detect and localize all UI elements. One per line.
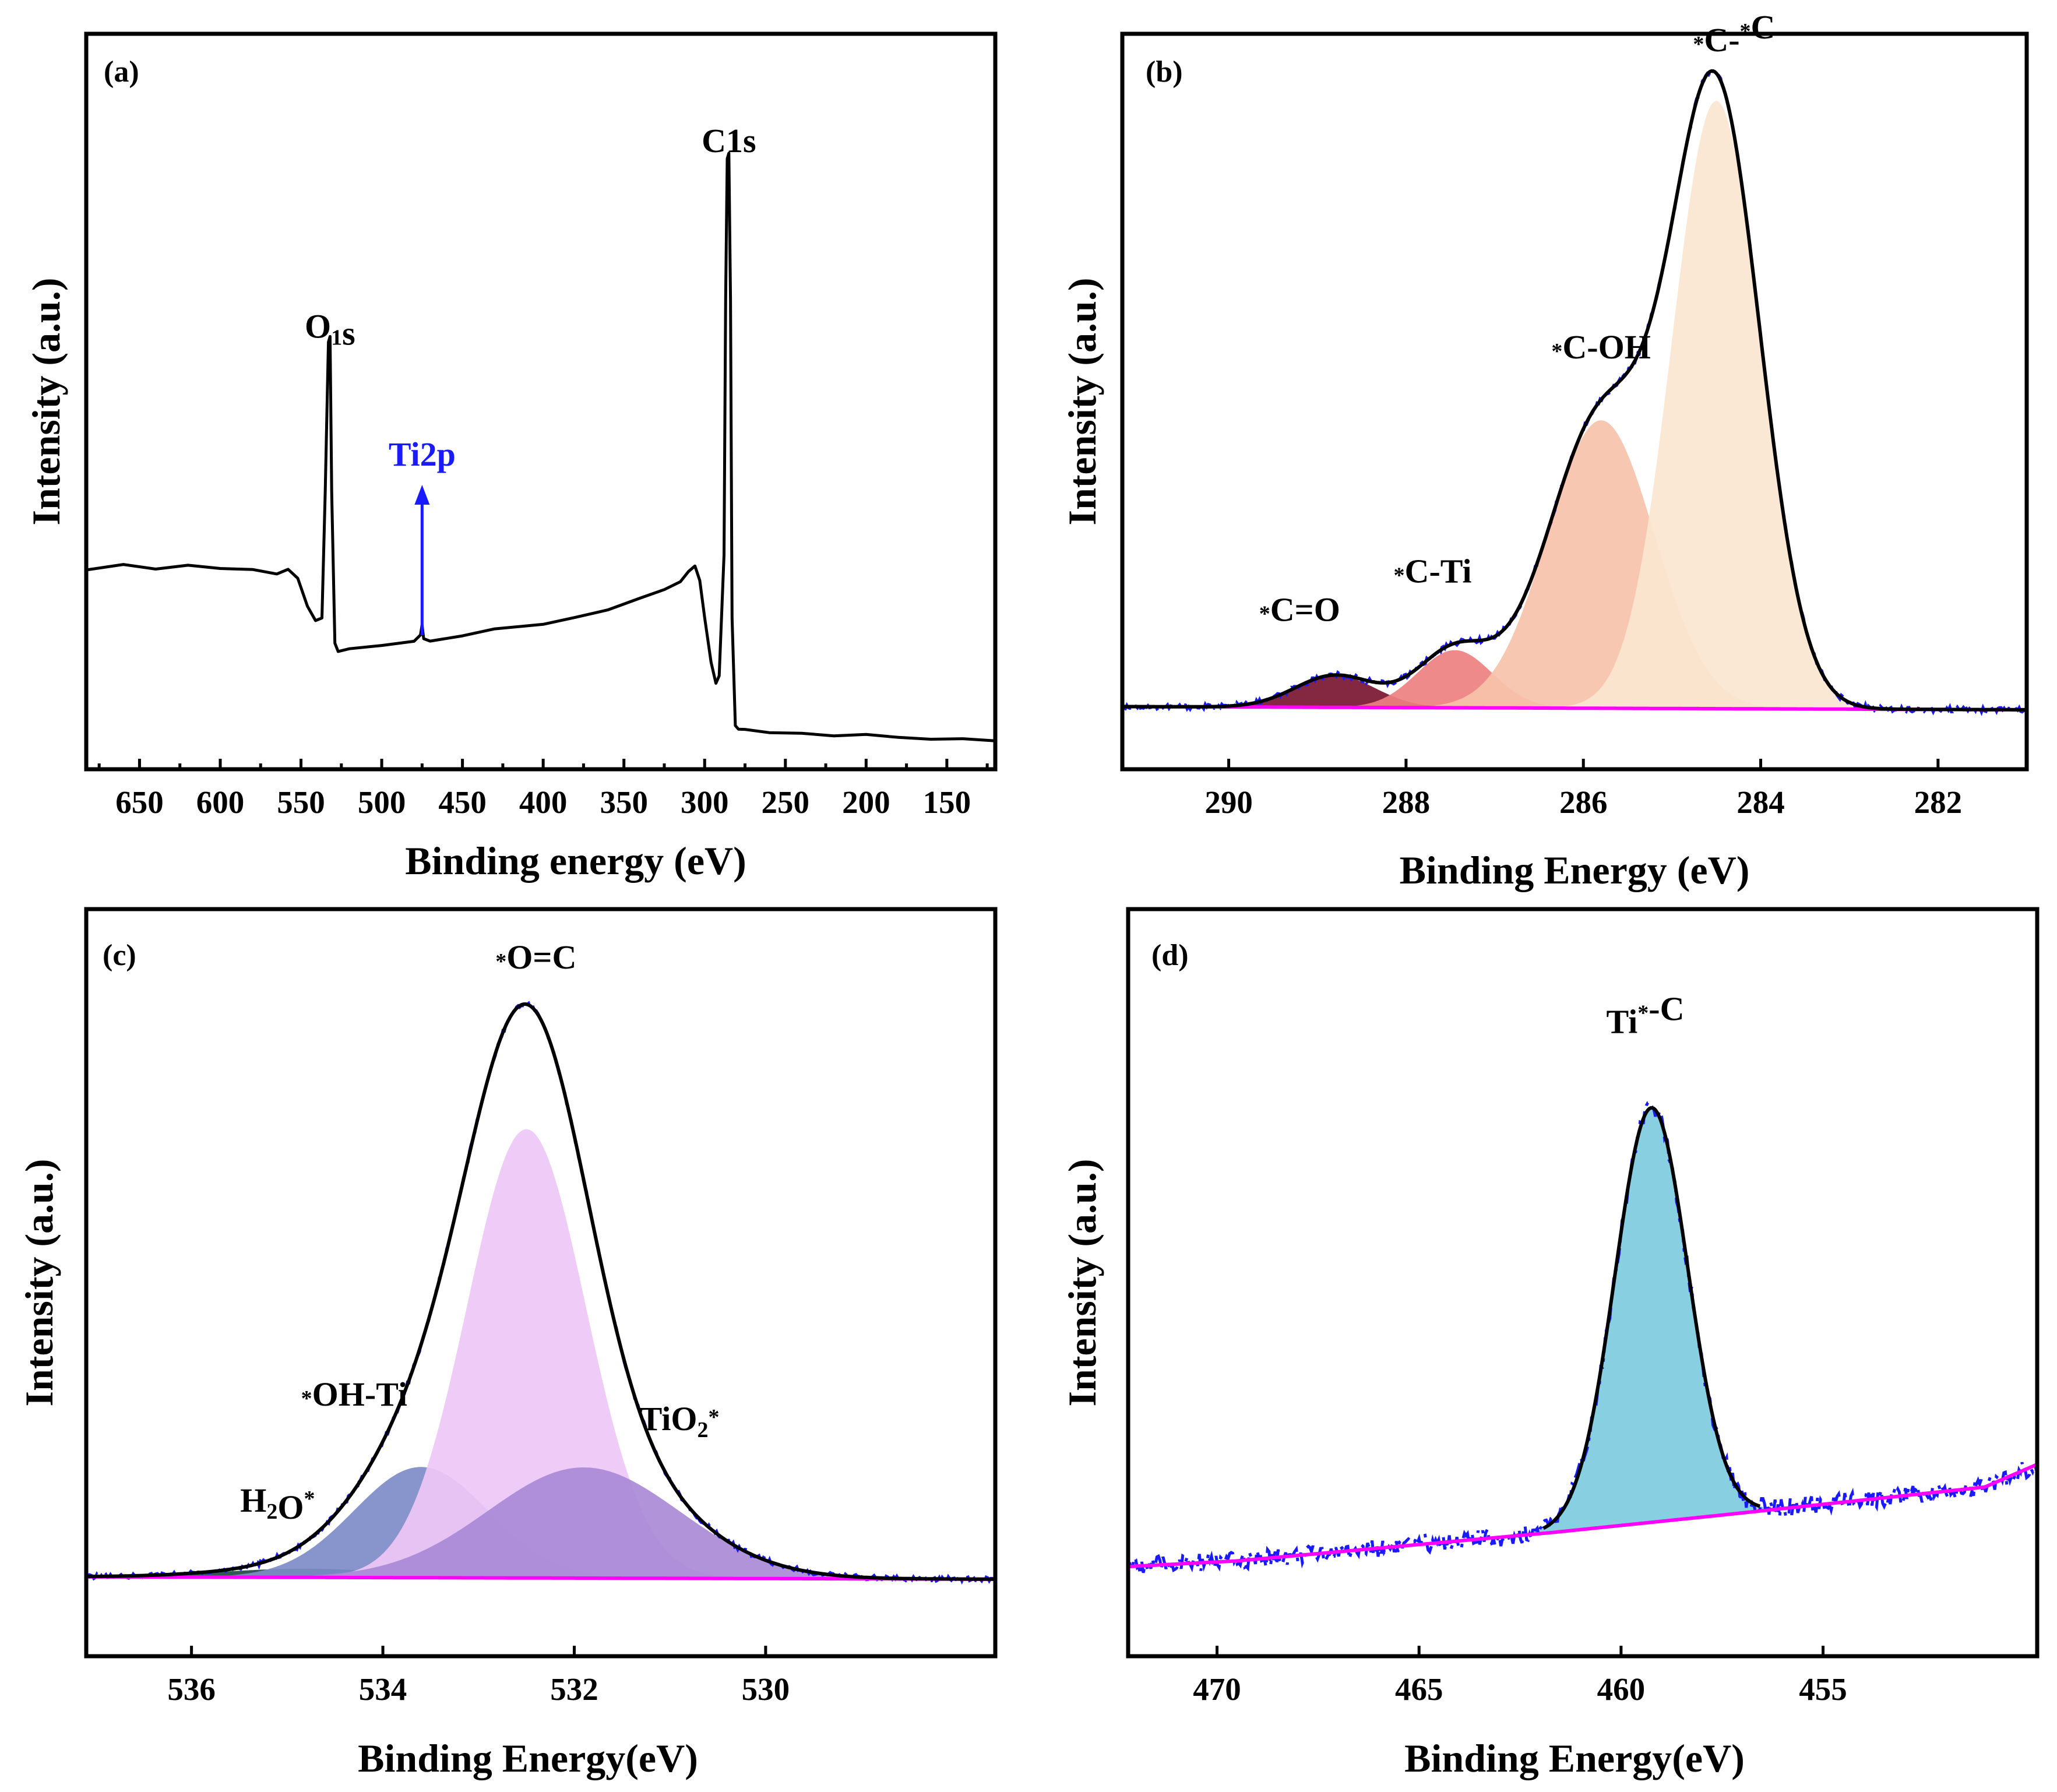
fit-envelope-line [1122,69,2027,712]
panel-c-y-axis-label: Intensity (a.u.) [17,1159,61,1406]
x-tick-label: 530 [742,1671,790,1707]
panel-a-y-axis-label: Intensity (a.u.) [24,277,68,525]
panel-b-y-axis-label: Intensity (a.u.) [1060,277,1104,525]
x-tick-label: 532 [550,1671,598,1707]
peak-annotation: *OH-Ti [301,1375,407,1413]
panel-a: 650 600 550 500 450 400 350 300 250 200 150 (a) Bi… [24,31,998,883]
fit-envelope-line [1542,1106,1761,1530]
peak-annotation: *C-OH [1551,328,1650,366]
peak-annotation: Ti*-C [1606,990,1684,1040]
peak-component-3 [1122,420,2027,710]
x-tick-label: 282 [1914,784,1963,820]
peak-annotation: *C=O [1259,590,1340,628]
peak-annotation: *O=C [495,938,576,976]
panel-a-x-axis-label: Binding energy (eV) [405,839,746,883]
panel-a-label: (a) [104,55,139,89]
x-tick-label: 536 [167,1671,216,1707]
panel-d-plot [1128,1100,2037,1575]
panel-d-ticks: 470 465 460 455 [1193,1646,1847,1707]
panel-b-annotations: *C=O *C-Ti *C-OH *C-*C [1259,8,1776,628]
panel-d-annotations: Ti*-C [1606,990,1684,1040]
peak-annotation: *C-Ti [1394,552,1472,590]
peak-annotation: *C-*C [1693,8,1775,59]
x-tick-label: 200 [842,784,890,820]
x-tick-label: 550 [277,784,325,820]
panel-b-plot [1122,65,2027,716]
panel-b-x-axis-label: Binding Energy (eV) [1400,848,1750,892]
x-tick-label: 150 [923,784,971,820]
peak-component-4 [86,1467,995,1579]
x-tick-label: 290 [1204,784,1253,820]
panel-c-annotations: H2O* *OH-Ti *O=C TiO2* [240,938,719,1526]
x-tick-label: 288 [1382,784,1431,820]
x-tick-label: 600 [196,784,245,820]
panel-c-ticks: 536 534 532 530 [167,1646,790,1707]
panel-a-ticks: 650 600 550 500 450 400 350 300 250 200 150 [97,759,989,820]
panel-c-frame [84,907,998,1659]
background-line [86,1575,995,1581]
panel-c-label: (c) [103,939,136,972]
x-tick-label: 250 [762,784,810,820]
peak-annotation: C1s [702,122,756,160]
panel-b: 290 288 286 284 282 (b) Binding Energy (eV) … [1060,8,2029,892]
peak-component-3 [86,1129,995,1579]
x-tick-label: 650 [115,784,164,820]
peak-component-1 [1128,1108,2037,1567]
panel-b-ticks: 290 288 286 284 282 [1204,759,1962,820]
survey-spectrum-line [86,152,995,742]
panel-d: 470 465 460 455 (d) Binding Energy(eV) Inte… [1060,907,2040,1780]
x-tick-label: 455 [1799,1671,1847,1707]
raw-data-line [1128,1100,2037,1575]
ti2p-arrowhead [414,484,430,505]
panel-a-plot [86,152,995,742]
x-tick-label: 500 [358,784,406,820]
peak-annotation: O1s [305,307,355,352]
panel-a-annotations: O1s C1s Ti2p [305,122,756,636]
x-tick-label: 534 [359,1671,407,1707]
peak-annotation: H2O* [240,1481,315,1526]
x-tick-label: 300 [681,784,729,820]
peak-annotation: Ti2p [389,435,456,473]
panel-c-plot [86,999,995,1586]
background-line [1128,1463,2037,1569]
panel-c-x-axis-label: Binding Energy(eV) [358,1736,698,1780]
x-tick-label: 470 [1193,1671,1241,1707]
panel-a-frame [84,31,998,772]
x-tick-label: 400 [519,784,568,820]
peak-annotation: TiO2* [640,1400,720,1442]
fit-envelope-line [86,1002,995,1581]
panel-d-y-axis-label: Intensity (a.u.) [1060,1159,1104,1406]
panel-b-label: (b) [1146,55,1183,89]
panel-b-frame [1120,31,2029,772]
panel-d-frame [1126,907,2040,1659]
x-tick-label: 465 [1395,1671,1443,1707]
x-tick-label: 460 [1597,1671,1646,1707]
x-tick-label: 286 [1559,784,1608,820]
x-tick-label: 450 [438,784,487,820]
panel-c: 536 534 532 530 (c) Binding Energy(eV) Inte… [17,907,998,1780]
x-tick-label: 350 [600,784,648,820]
x-tick-label: 284 [1737,784,1785,820]
panel-d-label: (d) [1151,939,1189,972]
peak-component-2 [86,1467,995,1579]
panel-d-x-axis-label: Binding Energy(eV) [1404,1736,1745,1780]
peak-component-1 [1122,675,2027,710]
